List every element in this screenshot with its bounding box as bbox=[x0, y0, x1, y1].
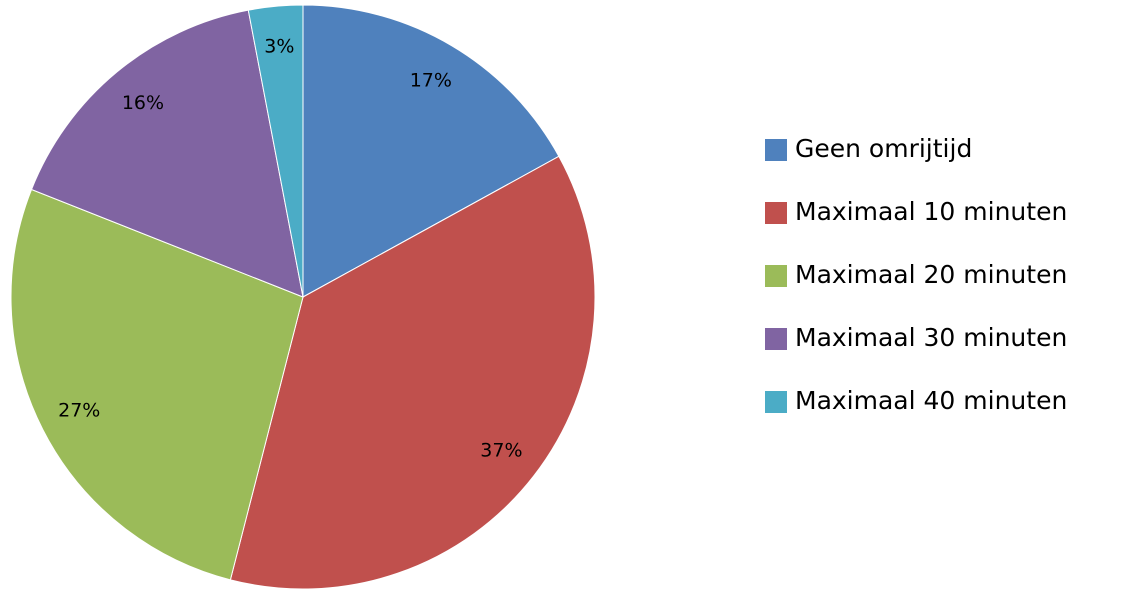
legend-swatch bbox=[765, 265, 787, 287]
pie-slice bbox=[30, 9, 304, 298]
pie-slice bbox=[229, 155, 596, 590]
legend-label: Maximaal 10 minuten bbox=[795, 197, 1067, 226]
legend-swatch bbox=[765, 139, 787, 161]
data-label: 3% bbox=[264, 35, 294, 57]
data-label: 17% bbox=[410, 69, 452, 91]
data-label: 27% bbox=[58, 400, 100, 422]
pie-slice bbox=[247, 4, 304, 298]
legend-label: Maximaal 20 minuten bbox=[795, 260, 1067, 289]
legend-label: Geen omrijtijd bbox=[795, 134, 972, 163]
legend-swatch bbox=[765, 202, 787, 224]
data-label: 37% bbox=[480, 439, 522, 461]
data-label: 16% bbox=[122, 92, 164, 114]
legend-label: Maximaal 40 minuten bbox=[795, 386, 1067, 415]
pie-slice bbox=[10, 188, 304, 581]
legend-swatch bbox=[765, 391, 787, 413]
pie-slice bbox=[302, 4, 560, 298]
legend-label: Maximaal 30 minuten bbox=[795, 323, 1067, 352]
legend-swatch bbox=[765, 328, 787, 350]
